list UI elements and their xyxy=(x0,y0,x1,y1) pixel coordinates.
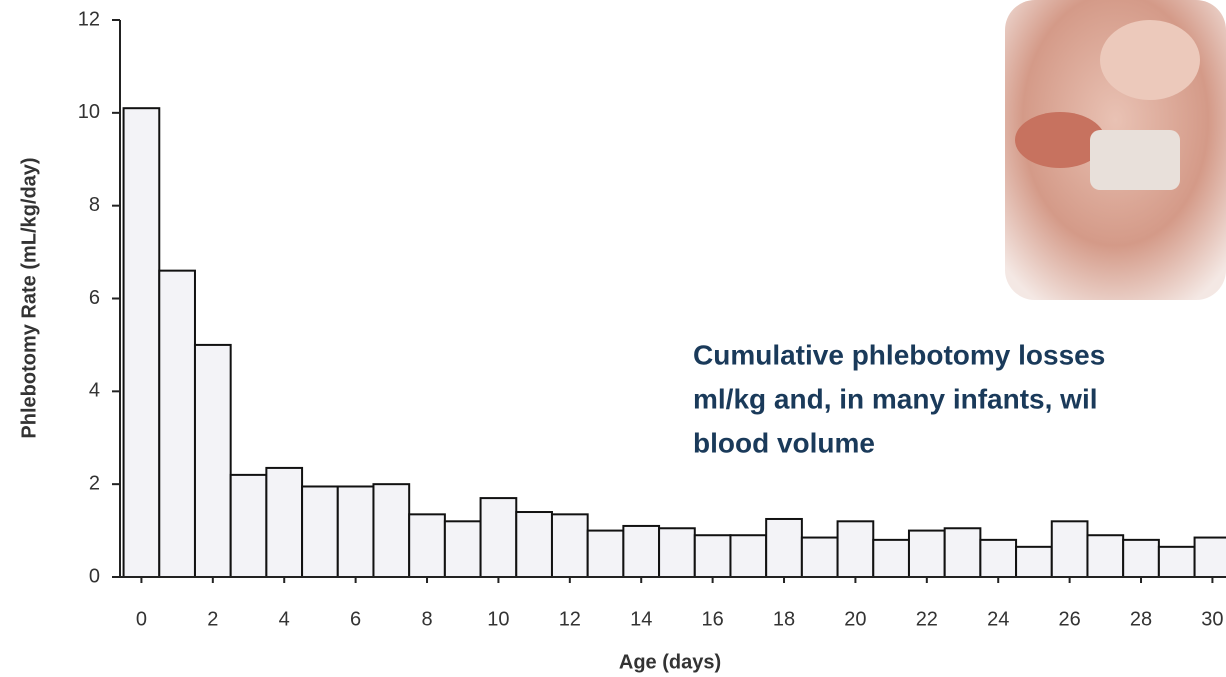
x-tick-label: 24 xyxy=(987,608,1009,630)
bar xyxy=(943,527,982,579)
photo xyxy=(1005,0,1226,300)
bar xyxy=(301,485,339,578)
x-tick-label: 12 xyxy=(559,608,581,630)
x-tick-label: 6 xyxy=(350,608,361,630)
bar xyxy=(658,527,696,579)
bar xyxy=(872,538,910,578)
annotation: Cumulative phlebotomy losses ml/kg and, i… xyxy=(693,339,1105,458)
y-axis-title: Phlebotomy Rate (mL/kg/day) xyxy=(18,157,40,438)
x-tick-label: 18 xyxy=(773,608,795,630)
annotation-line: blood volume xyxy=(693,427,875,458)
x-tick-label: 30 xyxy=(1201,608,1223,630)
bar xyxy=(1015,545,1053,578)
bar xyxy=(479,497,518,579)
bar xyxy=(800,536,839,579)
x-tick-label: 22 xyxy=(916,608,938,630)
x-tick-label: 26 xyxy=(1058,608,1080,630)
x-tick-label: 20 xyxy=(844,608,866,630)
y-tick-label: 8 xyxy=(89,194,100,216)
y-tick-label: 10 xyxy=(78,101,100,123)
y-tick-label: 6 xyxy=(89,287,100,309)
bar xyxy=(979,538,1018,578)
bar xyxy=(443,520,482,578)
bar xyxy=(372,483,411,578)
bar xyxy=(622,524,661,578)
x-tick-label: 0 xyxy=(136,608,147,630)
y-tick-label: 4 xyxy=(89,380,100,402)
bar xyxy=(550,513,589,579)
x-tick-label: 16 xyxy=(701,608,723,630)
x-tick-label: 10 xyxy=(487,608,509,630)
y-tick-label: 0 xyxy=(89,565,100,587)
bar xyxy=(1157,545,1196,578)
bar xyxy=(586,529,625,578)
bar xyxy=(729,534,768,578)
bar xyxy=(836,520,875,578)
bar xyxy=(907,529,946,578)
annotation-line: Cumulative phlebotomy losses xyxy=(693,339,1105,370)
x-axis-title: Age (days) xyxy=(619,651,721,673)
y-tick-label: 2 xyxy=(89,472,100,494)
bar xyxy=(265,466,304,579)
bar xyxy=(193,343,232,578)
bar xyxy=(1193,536,1226,579)
bar xyxy=(515,511,553,578)
x-tick-label: 2 xyxy=(207,608,218,630)
bar xyxy=(1086,534,1125,578)
bar xyxy=(336,485,375,578)
bar xyxy=(158,269,196,578)
bar xyxy=(408,513,446,579)
bar xyxy=(1122,538,1160,578)
annotation-line: ml/kg and, in many infants, wil xyxy=(693,383,1098,414)
bar xyxy=(229,473,268,578)
bar xyxy=(693,534,732,578)
x-tick-label: 14 xyxy=(630,608,652,630)
y-tick-label: 12 xyxy=(78,8,100,30)
x-tick-label: 4 xyxy=(279,608,290,630)
bar xyxy=(1050,520,1089,578)
bar xyxy=(122,107,161,578)
bar xyxy=(765,517,803,579)
x-tick-label: 28 xyxy=(1130,608,1152,630)
x-tick-label: 8 xyxy=(421,608,432,630)
